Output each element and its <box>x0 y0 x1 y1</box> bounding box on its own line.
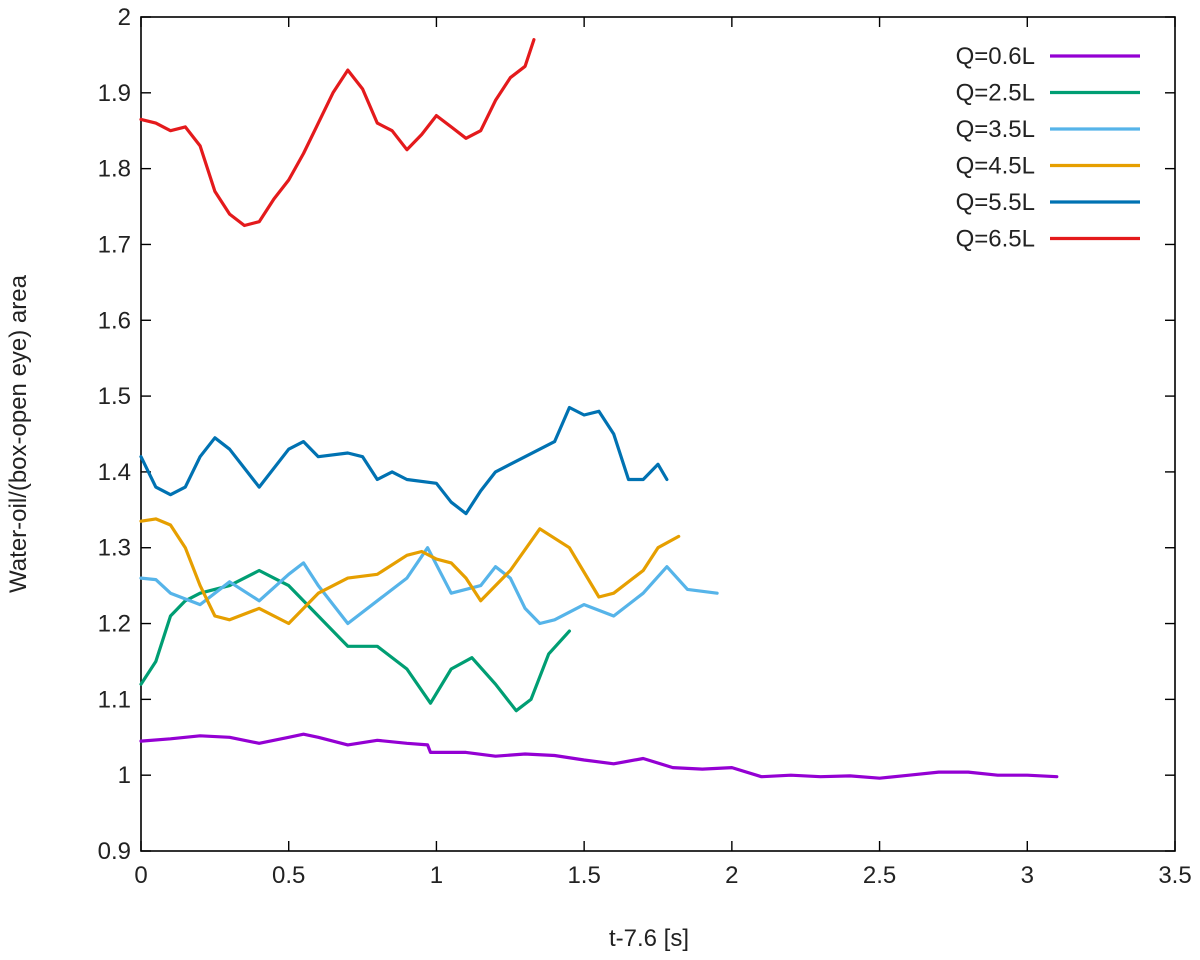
y-tick-label: 1.4 <box>98 459 131 486</box>
series-line-q-2-5l <box>139 568 572 713</box>
series-line-q-6-5l <box>139 38 536 228</box>
legend-label: Q=4.5L <box>956 153 1035 180</box>
plot-frame <box>140 16 1176 852</box>
x-tick-label: 0.5 <box>272 862 305 889</box>
series-line-q-0-6l <box>139 732 1059 780</box>
x-tick-label: 3 <box>1021 862 1034 889</box>
x-axis-title: t-7.6 [s] <box>609 925 689 952</box>
y-tick-label: 1.9 <box>98 80 131 107</box>
series-line-q-3-5l <box>139 546 719 626</box>
y-tick-label: 1.5 <box>98 383 131 410</box>
series-line-q-5-5l <box>139 405 669 516</box>
series-line-q-4-5l <box>139 517 681 626</box>
legend: Q=0.6L Q=2.5L Q=3.5L Q=4.5L Q=5.5L Q=6.5L <box>956 43 1140 253</box>
y-axis-title: Water-oil/(box-open eye) area <box>5 274 32 593</box>
axis-ticks: 0 0.5 1 1.5 2 2.5 3 3.5 0.9 1 1.1 1.2 1.3 1.4 1.5 1.6 1.… <box>98 4 1192 889</box>
y-tick-label: 1.8 <box>98 156 131 183</box>
legend-label: Q=2.5L <box>956 80 1035 107</box>
x-tick-label: 1 <box>430 862 443 889</box>
x-tick-label: 2 <box>725 862 738 889</box>
legend-label: Q=3.5L <box>956 116 1035 143</box>
legend-label: Q=5.5L <box>956 189 1035 216</box>
y-tick-label: 0.9 <box>98 838 131 865</box>
y-tick-label: 1.3 <box>98 535 131 562</box>
y-tick-label: 1.7 <box>98 231 131 258</box>
y-tick-label: 1.1 <box>98 686 131 713</box>
x-tick-label: 3.5 <box>1158 862 1191 889</box>
y-tick-label: 1 <box>118 762 131 789</box>
x-tick-label: 1.5 <box>567 862 600 889</box>
legend-label: Q=6.5L <box>956 226 1035 253</box>
y-tick-label: 2 <box>118 4 131 31</box>
x-tick-label: 2.5 <box>863 862 896 889</box>
x-tick-label: 0 <box>134 862 147 889</box>
legend-label: Q=0.6L <box>956 43 1035 70</box>
y-tick-label: 1.2 <box>98 611 131 638</box>
y-tick-label: 1.6 <box>98 307 131 334</box>
series-lines <box>139 38 1059 780</box>
